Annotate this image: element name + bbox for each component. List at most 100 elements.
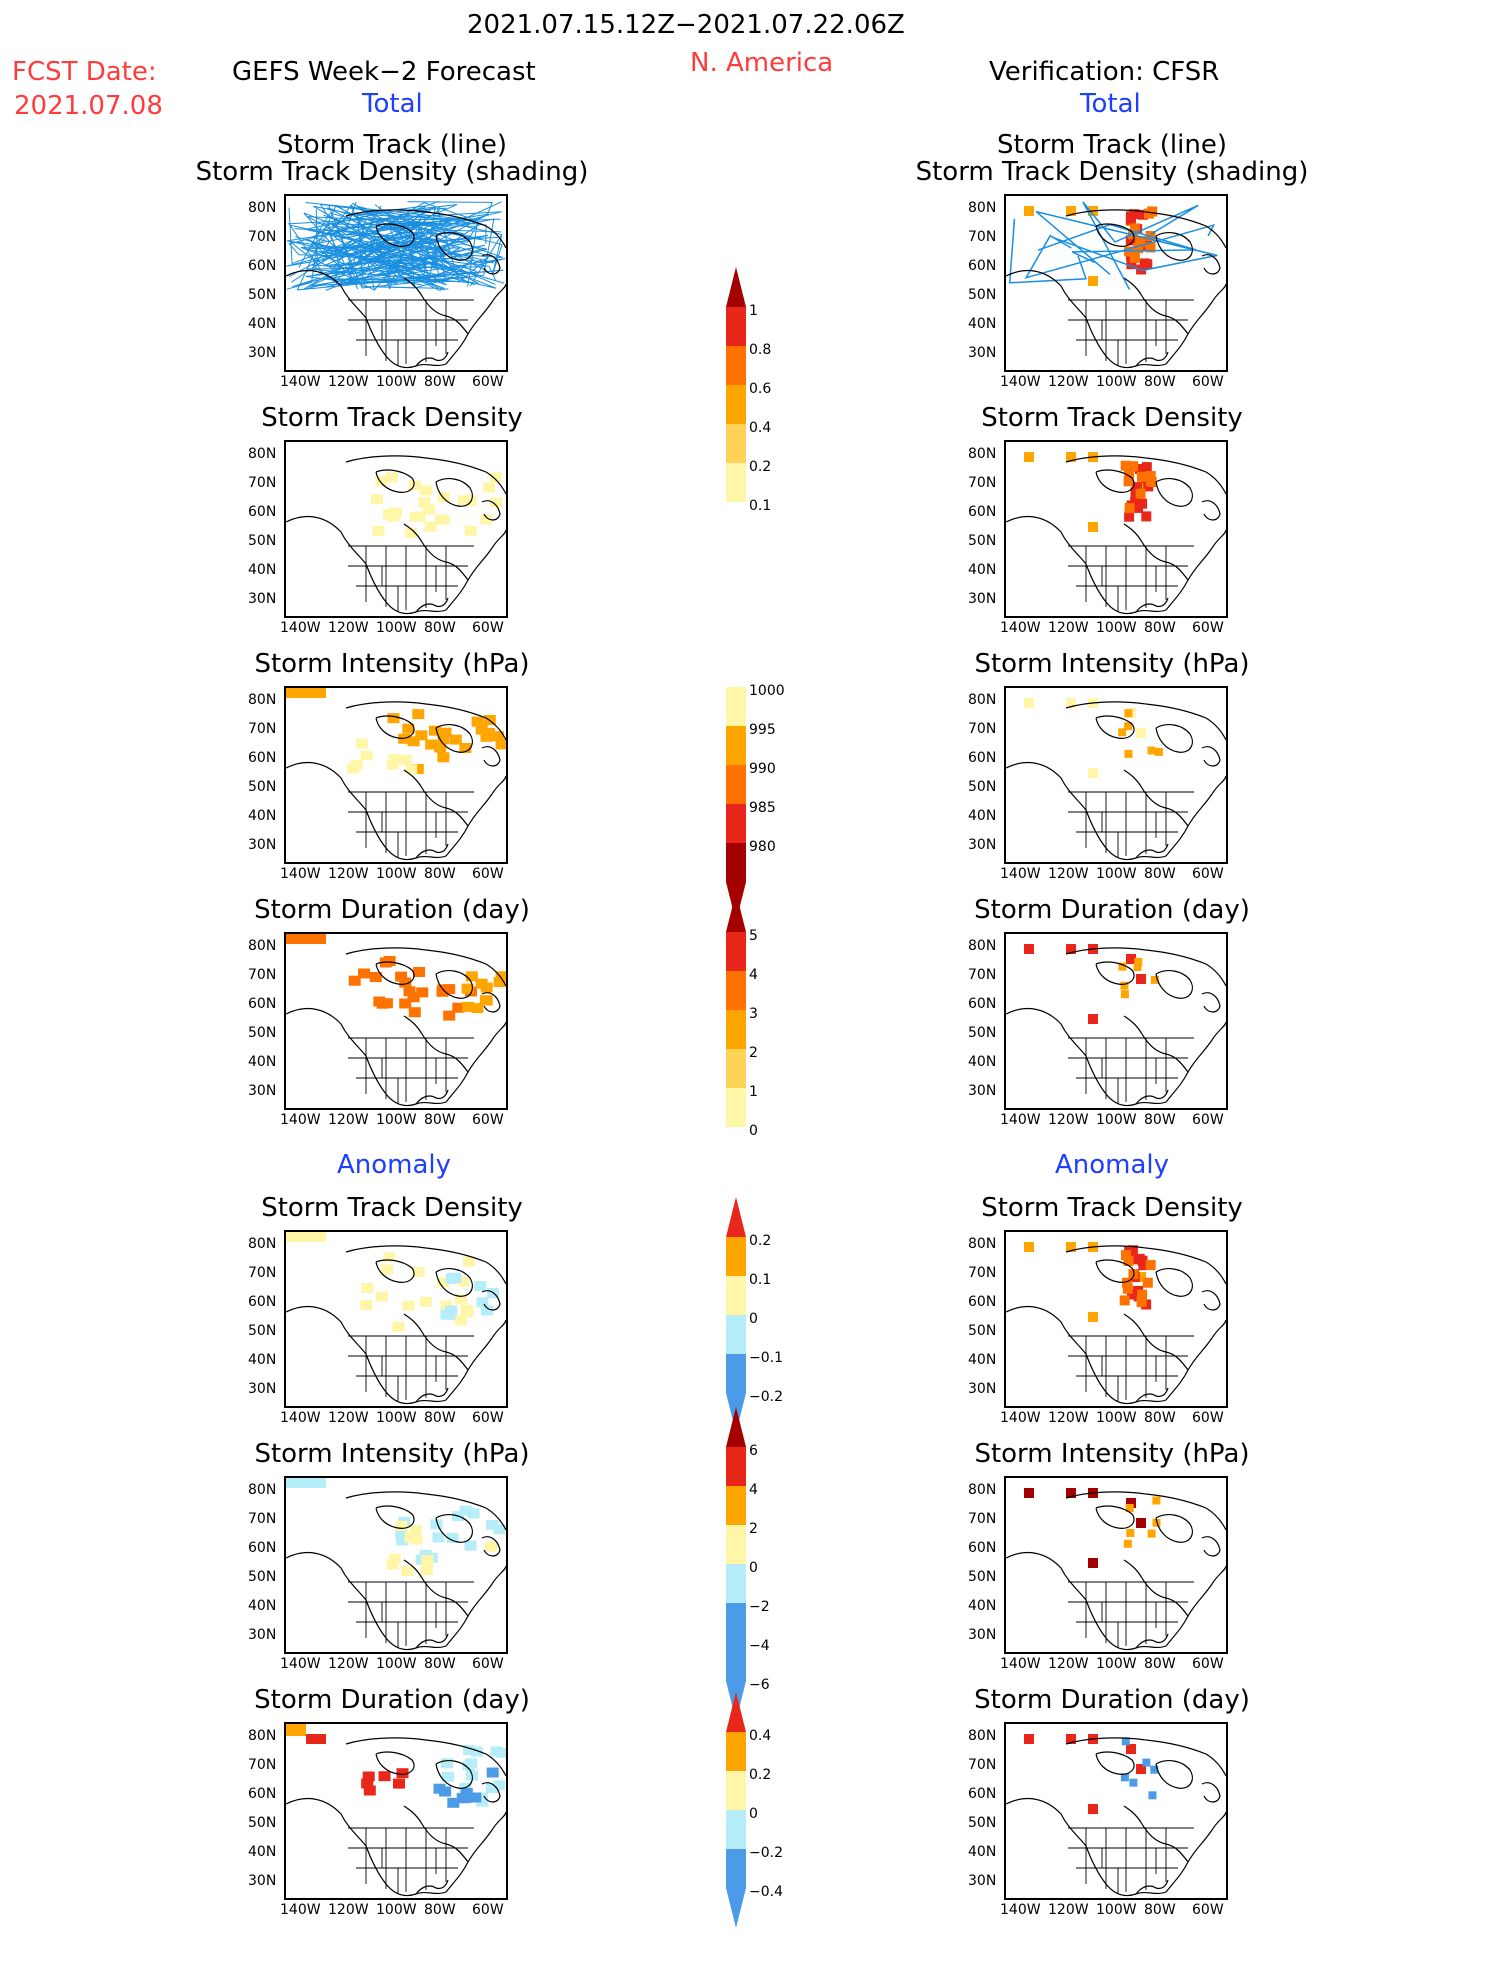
lon-tick-label: 60W bbox=[1192, 1112, 1224, 1128]
lat-tick-label: 60N bbox=[248, 1786, 277, 1802]
lat-tick-label: 50N bbox=[968, 1323, 997, 1339]
shade-cell bbox=[1123, 1539, 1132, 1548]
lat-tick-label: 60N bbox=[248, 1540, 277, 1556]
coastline bbox=[1095, 961, 1135, 985]
storm-track-line bbox=[1082, 201, 1199, 290]
left-panel6-title: Storm Intensity (hPa) bbox=[254, 1439, 530, 1469]
lat-tick-label: 50N bbox=[248, 1569, 277, 1585]
shade-cell bbox=[1121, 1250, 1131, 1261]
lat-tick-label: 70N bbox=[968, 1757, 997, 1773]
shade-cell bbox=[1088, 1558, 1098, 1568]
density-total-colorbar bbox=[725, 265, 751, 549]
shade-cell bbox=[469, 1792, 482, 1803]
lat-tick-label: 80N bbox=[248, 1728, 277, 1744]
colorbar-arrow-bottom bbox=[726, 1888, 746, 1928]
lat-tick-label: 50N bbox=[248, 1815, 277, 1831]
shade-cell bbox=[430, 1519, 443, 1530]
lon-tick-label: 100W bbox=[1096, 620, 1137, 636]
coastline bbox=[403, 523, 469, 581]
shade-cell bbox=[388, 753, 401, 764]
duration-anom-colorbar-label: 0.2 bbox=[749, 1767, 772, 1783]
coastline bbox=[415, 1633, 449, 1649]
shade-cell bbox=[1124, 722, 1133, 731]
lon-tick-label: 120W bbox=[328, 1902, 369, 1918]
lat-tick-label: 80N bbox=[968, 200, 997, 216]
lat-tick-label: 60N bbox=[968, 258, 997, 274]
shade-cell bbox=[395, 1520, 408, 1531]
shade-cell bbox=[383, 956, 396, 966]
right-panel4-title: Storm Duration (day) bbox=[974, 895, 1250, 925]
lon-tick-label: 140W bbox=[280, 1410, 321, 1426]
shade-cell bbox=[442, 1771, 454, 1782]
lat-tick-label: 40N bbox=[968, 562, 997, 578]
left-panel2-title: Storm Track Density bbox=[261, 403, 523, 433]
coastline bbox=[1135, 843, 1169, 859]
lat-tick-label: 50N bbox=[968, 287, 997, 303]
coastline bbox=[375, 1505, 415, 1529]
lat-tick-label: 70N bbox=[248, 229, 277, 245]
shade-cell bbox=[1152, 1518, 1161, 1527]
coastline bbox=[1095, 1751, 1135, 1775]
lat-tick-label: 40N bbox=[248, 562, 277, 578]
region-label: N. America bbox=[690, 48, 834, 78]
coastline bbox=[1006, 269, 1226, 369]
lat-tick-label: 30N bbox=[248, 837, 277, 853]
coastline bbox=[1006, 1007, 1226, 1107]
duration-anom-colorbar-label: 0.4 bbox=[749, 1728, 772, 1744]
shade-cell bbox=[399, 754, 412, 765]
intensity-total-colorbar bbox=[725, 685, 751, 930]
coastline bbox=[403, 769, 469, 827]
storm-track-line bbox=[312, 217, 375, 291]
colorbar-segment bbox=[726, 1810, 746, 1849]
left-panel5-title: Storm Track Density bbox=[261, 1193, 523, 1223]
intensity-total-colorbar-label: 980 bbox=[749, 839, 776, 855]
density-total-colorbar-label: 1 bbox=[749, 303, 758, 319]
storm-track-line bbox=[356, 205, 490, 273]
shade-cell bbox=[1141, 462, 1152, 473]
lon-tick-label: 80W bbox=[424, 620, 456, 636]
shade-cell bbox=[1128, 1269, 1139, 1280]
shade-cell bbox=[1146, 477, 1157, 487]
lat-tick-label: 80N bbox=[968, 1236, 997, 1252]
shade-cell bbox=[369, 972, 382, 982]
shade-cell bbox=[378, 1771, 391, 1782]
storm-track-line bbox=[323, 214, 449, 291]
shade-cell bbox=[1129, 1289, 1140, 1300]
shade-cell bbox=[495, 1747, 506, 1758]
lat-tick-label: 50N bbox=[248, 287, 277, 303]
lat-tick-label: 70N bbox=[248, 721, 277, 737]
shade-cell bbox=[1088, 1804, 1098, 1814]
shade-cell bbox=[404, 1532, 417, 1543]
shade-cell bbox=[1152, 1496, 1161, 1505]
lat-tick-label: 30N bbox=[248, 1083, 277, 1099]
lat-tick-label: 50N bbox=[968, 1815, 997, 1831]
colorbar-segment bbox=[726, 932, 746, 971]
coastline bbox=[375, 469, 415, 493]
colorbar-segment bbox=[726, 1127, 746, 1166]
coastline bbox=[1135, 1089, 1169, 1105]
shade-cell bbox=[376, 998, 389, 1009]
colorbar-segment bbox=[726, 1486, 746, 1525]
shade-cell bbox=[476, 1297, 489, 1308]
shade-cell bbox=[306, 1734, 326, 1744]
right-panel5-title: Storm Track Density bbox=[981, 1193, 1243, 1223]
duration-total-colorbar-label: 0 bbox=[749, 1123, 758, 1139]
lat-tick-label: 50N bbox=[248, 779, 277, 795]
shade-cell bbox=[286, 1724, 306, 1736]
shade-cell bbox=[1024, 698, 1034, 708]
coastline bbox=[1006, 515, 1226, 615]
coastline bbox=[345, 1491, 506, 1531]
lat-tick-label: 40N bbox=[248, 1598, 277, 1614]
coastline bbox=[375, 961, 415, 985]
lat-tick-label: 60N bbox=[248, 504, 277, 520]
colorbar-segment bbox=[726, 502, 746, 541]
coastline bbox=[286, 515, 506, 615]
shade-cell bbox=[429, 725, 441, 736]
lon-tick-label: 140W bbox=[1000, 620, 1041, 636]
lat-tick-label: 80N bbox=[968, 1482, 997, 1498]
verification-map-tracks bbox=[1004, 194, 1228, 372]
shade-cell bbox=[1120, 981, 1129, 990]
shade-cell bbox=[1150, 975, 1159, 984]
shade-cell bbox=[432, 1532, 445, 1543]
coastline bbox=[1065, 701, 1226, 741]
